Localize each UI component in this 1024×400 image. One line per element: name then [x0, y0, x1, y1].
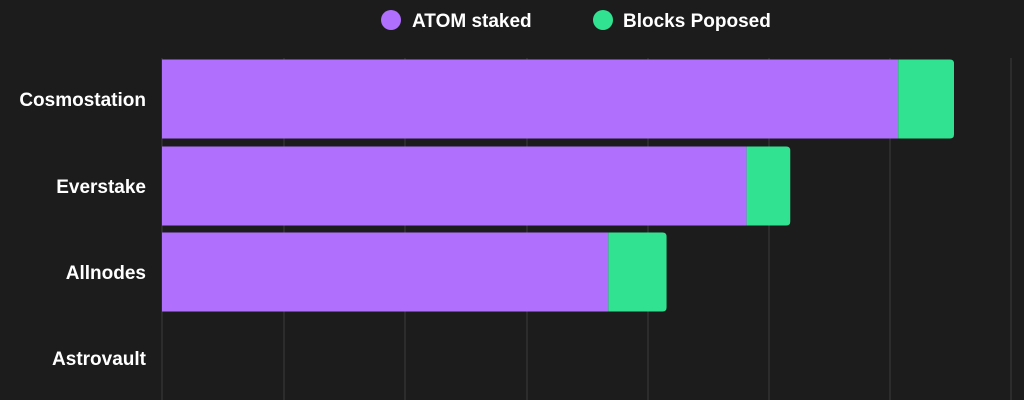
legend-label-blocks-poposed: Blocks Poposed [623, 11, 771, 32]
legend-item-blocks-poposed[interactable]: Blocks Poposed [593, 10, 771, 32]
legend-label-atom-staked: ATOM staked [412, 11, 532, 32]
bar-allnodes-atom-staked[interactable] [162, 232, 609, 312]
category-label-everstake: Everstake [56, 177, 146, 198]
category-label-cosmostation: Cosmostation [19, 90, 146, 111]
legend-swatch-atom-staked [381, 10, 401, 30]
category-label-astrovault: Astrovault [52, 349, 147, 370]
bar-everstake-atom-staked[interactable] [162, 146, 747, 226]
bar-everstake-blocks-poposed[interactable] [746, 146, 791, 226]
bars [162, 59, 954, 312]
legend-swatch-blocks-poposed [593, 10, 613, 30]
category-label-allnodes: Allnodes [66, 263, 146, 284]
bar-cosmostation-atom-staked[interactable] [162, 59, 899, 139]
legend[interactable]: ATOM staked Blocks Poposed [381, 10, 771, 32]
legend-item-atom-staked[interactable]: ATOM staked [381, 10, 532, 32]
bar-cosmostation-blocks-poposed[interactable] [898, 59, 954, 139]
bar-allnodes-blocks-poposed[interactable] [608, 232, 667, 312]
category-labels: Cosmostation Everstake Allnodes Astrovault [19, 90, 146, 370]
